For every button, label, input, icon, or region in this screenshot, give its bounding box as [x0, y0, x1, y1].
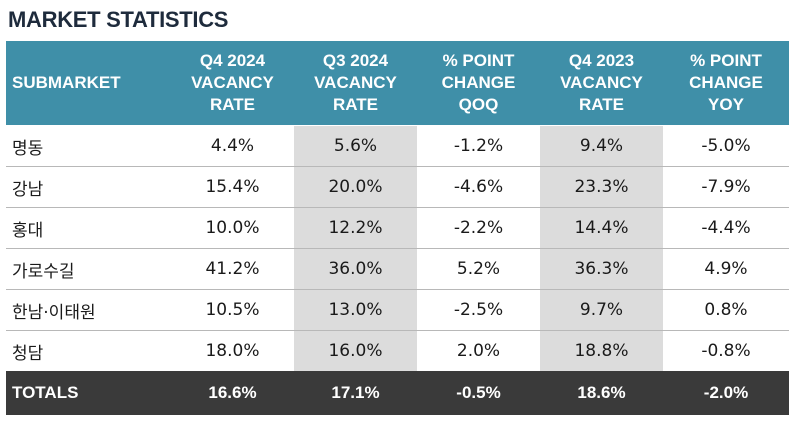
q4-2024-vacancy-cell: 10.0% — [171, 207, 294, 249]
totals-q4-2023-vacancy: 18.6% — [540, 371, 663, 415]
qoq-change-cell: 2.0% — [456, 341, 501, 361]
page-title: MARKET STATISTICS — [8, 7, 229, 32]
q4-2024-vacancy-cell: 18.0% — [205, 341, 260, 361]
header-point-change-yoy: % POINT CHANGE YOY — [663, 41, 789, 126]
header-line: RATE — [332, 95, 378, 114]
q4-2023-vacancy-cell: 14.4% — [540, 207, 663, 249]
header-line: RATE — [209, 95, 255, 114]
header-q4-2024-vacancy-rate: Q4 2024 VACANCY RATE — [171, 41, 294, 126]
submarket-name: 청담 — [12, 343, 44, 364]
header-line: Q3 2024 — [322, 51, 389, 70]
header-line: % POINT — [442, 51, 515, 70]
table-row: 한남·이태원 10.5% 13.0% -2.5% 9.7% 0.8% — [6, 289, 789, 331]
yoy-change-cell: -7.9% — [663, 166, 789, 208]
qoq-change-cell: -2.2% — [417, 207, 540, 249]
q3-2024-vacancy-cell: 20.0% — [294, 166, 417, 208]
submarket-name: 홍대 — [6, 207, 171, 249]
table-body: 명동 4.4% 5.6% -1.2% 9.4% -5.0% 강남 15.4% 2… — [6, 125, 789, 371]
totals-label: TOTALS — [6, 371, 171, 415]
header-line: % POINT — [690, 51, 762, 70]
qoq-change-cell: -1.2% — [417, 125, 540, 167]
header-line: CHANGE — [441, 73, 516, 92]
q3-2024-vacancy-cell: 16.0% — [294, 330, 417, 371]
q4-2023-vacancy-cell: 23.3% — [540, 166, 663, 208]
totals-yoy-change: -2.0% — [663, 371, 789, 415]
q3-2024-vacancy-cell: 36.0% — [294, 248, 417, 290]
submarket-name: 가로수길 — [6, 248, 171, 290]
q3-2024-vacancy-cell: 13.0% — [294, 289, 417, 331]
yoy-change-cell: 0.8% — [663, 289, 789, 331]
yoy-change-cell: 4.9% — [663, 248, 789, 290]
q4-2023-vacancy-cell: 9.4% — [540, 125, 663, 167]
header-line: VACANCY — [191, 73, 274, 92]
header-q3-2024-vacancy-rate: Q3 2024 VACANCY RATE — [294, 41, 417, 126]
q4-2023-vacancy-cell: 36.3% — [540, 248, 663, 290]
table-row: 명동 4.4% 5.6% -1.2% 9.4% -5.0% — [6, 125, 789, 167]
qoq-change-cell: -2.5% — [417, 289, 540, 331]
table-footer: TOTALS 16.6% 17.1% -0.5% 18.6% -2.0% — [6, 371, 789, 415]
totals-q4-2024-vacancy: 16.6% — [171, 371, 294, 415]
q4-2024-vacancy-cell: 41.2% — [171, 248, 294, 290]
header-line: VACANCY — [560, 73, 643, 92]
header-line: VACANCY — [314, 73, 397, 92]
header-line: Q4 2023 — [568, 51, 635, 70]
q3-2024-vacancy-cell: 12.2% — [294, 207, 417, 249]
q4-2023-vacancy-cell: 9.7% — [540, 289, 663, 331]
q4-2023-vacancy-cell: 18.8% — [540, 330, 663, 371]
q4-2024-vacancy-cell: 10.5% — [171, 289, 294, 331]
q4-2024-vacancy-cell: 4.4% — [171, 125, 294, 167]
table-row: 가로수길 41.2% 36.0% 5.2% 36.3% 4.9% — [6, 248, 789, 290]
totals-qoq-change: -0.5% — [417, 371, 540, 415]
submarket-name: 강남 — [6, 166, 171, 208]
totals-row: TOTALS 16.6% 17.1% -0.5% 18.6% -2.0% — [6, 371, 789, 415]
header-line: CHANGE — [689, 73, 763, 92]
table-row: 홍대 10.0% 12.2% -2.2% 14.4% -4.4% — [6, 207, 789, 249]
header-submarket: SUBMARKET — [6, 41, 171, 126]
header-line: QOQ — [458, 95, 499, 114]
header-point-change-qoq: % POINT CHANGE QOQ — [417, 41, 540, 126]
header-line: RATE — [578, 95, 624, 114]
yoy-change-cell: -4.4% — [663, 207, 789, 249]
header-row: SUBMARKET Q4 2024 VACANCY RATE Q3 2024 V… — [6, 41, 789, 126]
table-header: SUBMARKET Q4 2024 VACANCY RATE Q3 2024 V… — [6, 41, 789, 126]
submarket-name: 한남·이태원 — [6, 289, 171, 331]
table-row: 청담 18.0% 16.0% 2.0% 18.8% -0.8% — [6, 330, 789, 371]
q3-2024-vacancy-cell: 5.6% — [294, 125, 417, 167]
table-row: 강남 15.4% 20.0% -4.6% 23.3% -7.9% — [6, 166, 789, 208]
yoy-change-cell: -0.8% — [701, 341, 751, 361]
submarket-name: 명동 — [6, 125, 171, 167]
totals-q3-2024-vacancy: 17.1% — [294, 371, 417, 415]
header-line: Q4 2024 — [199, 51, 266, 70]
header-line: YOY — [708, 95, 744, 114]
market-statistics-table: SUBMARKET Q4 2024 VACANCY RATE Q3 2024 V… — [6, 41, 789, 415]
qoq-change-cell: 5.2% — [417, 248, 540, 290]
qoq-change-cell: -4.6% — [417, 166, 540, 208]
header-q4-2023-vacancy-rate: Q4 2023 VACANCY RATE — [540, 41, 663, 126]
q4-2024-vacancy-cell: 15.4% — [171, 166, 294, 208]
yoy-change-cell: -5.0% — [663, 125, 789, 167]
